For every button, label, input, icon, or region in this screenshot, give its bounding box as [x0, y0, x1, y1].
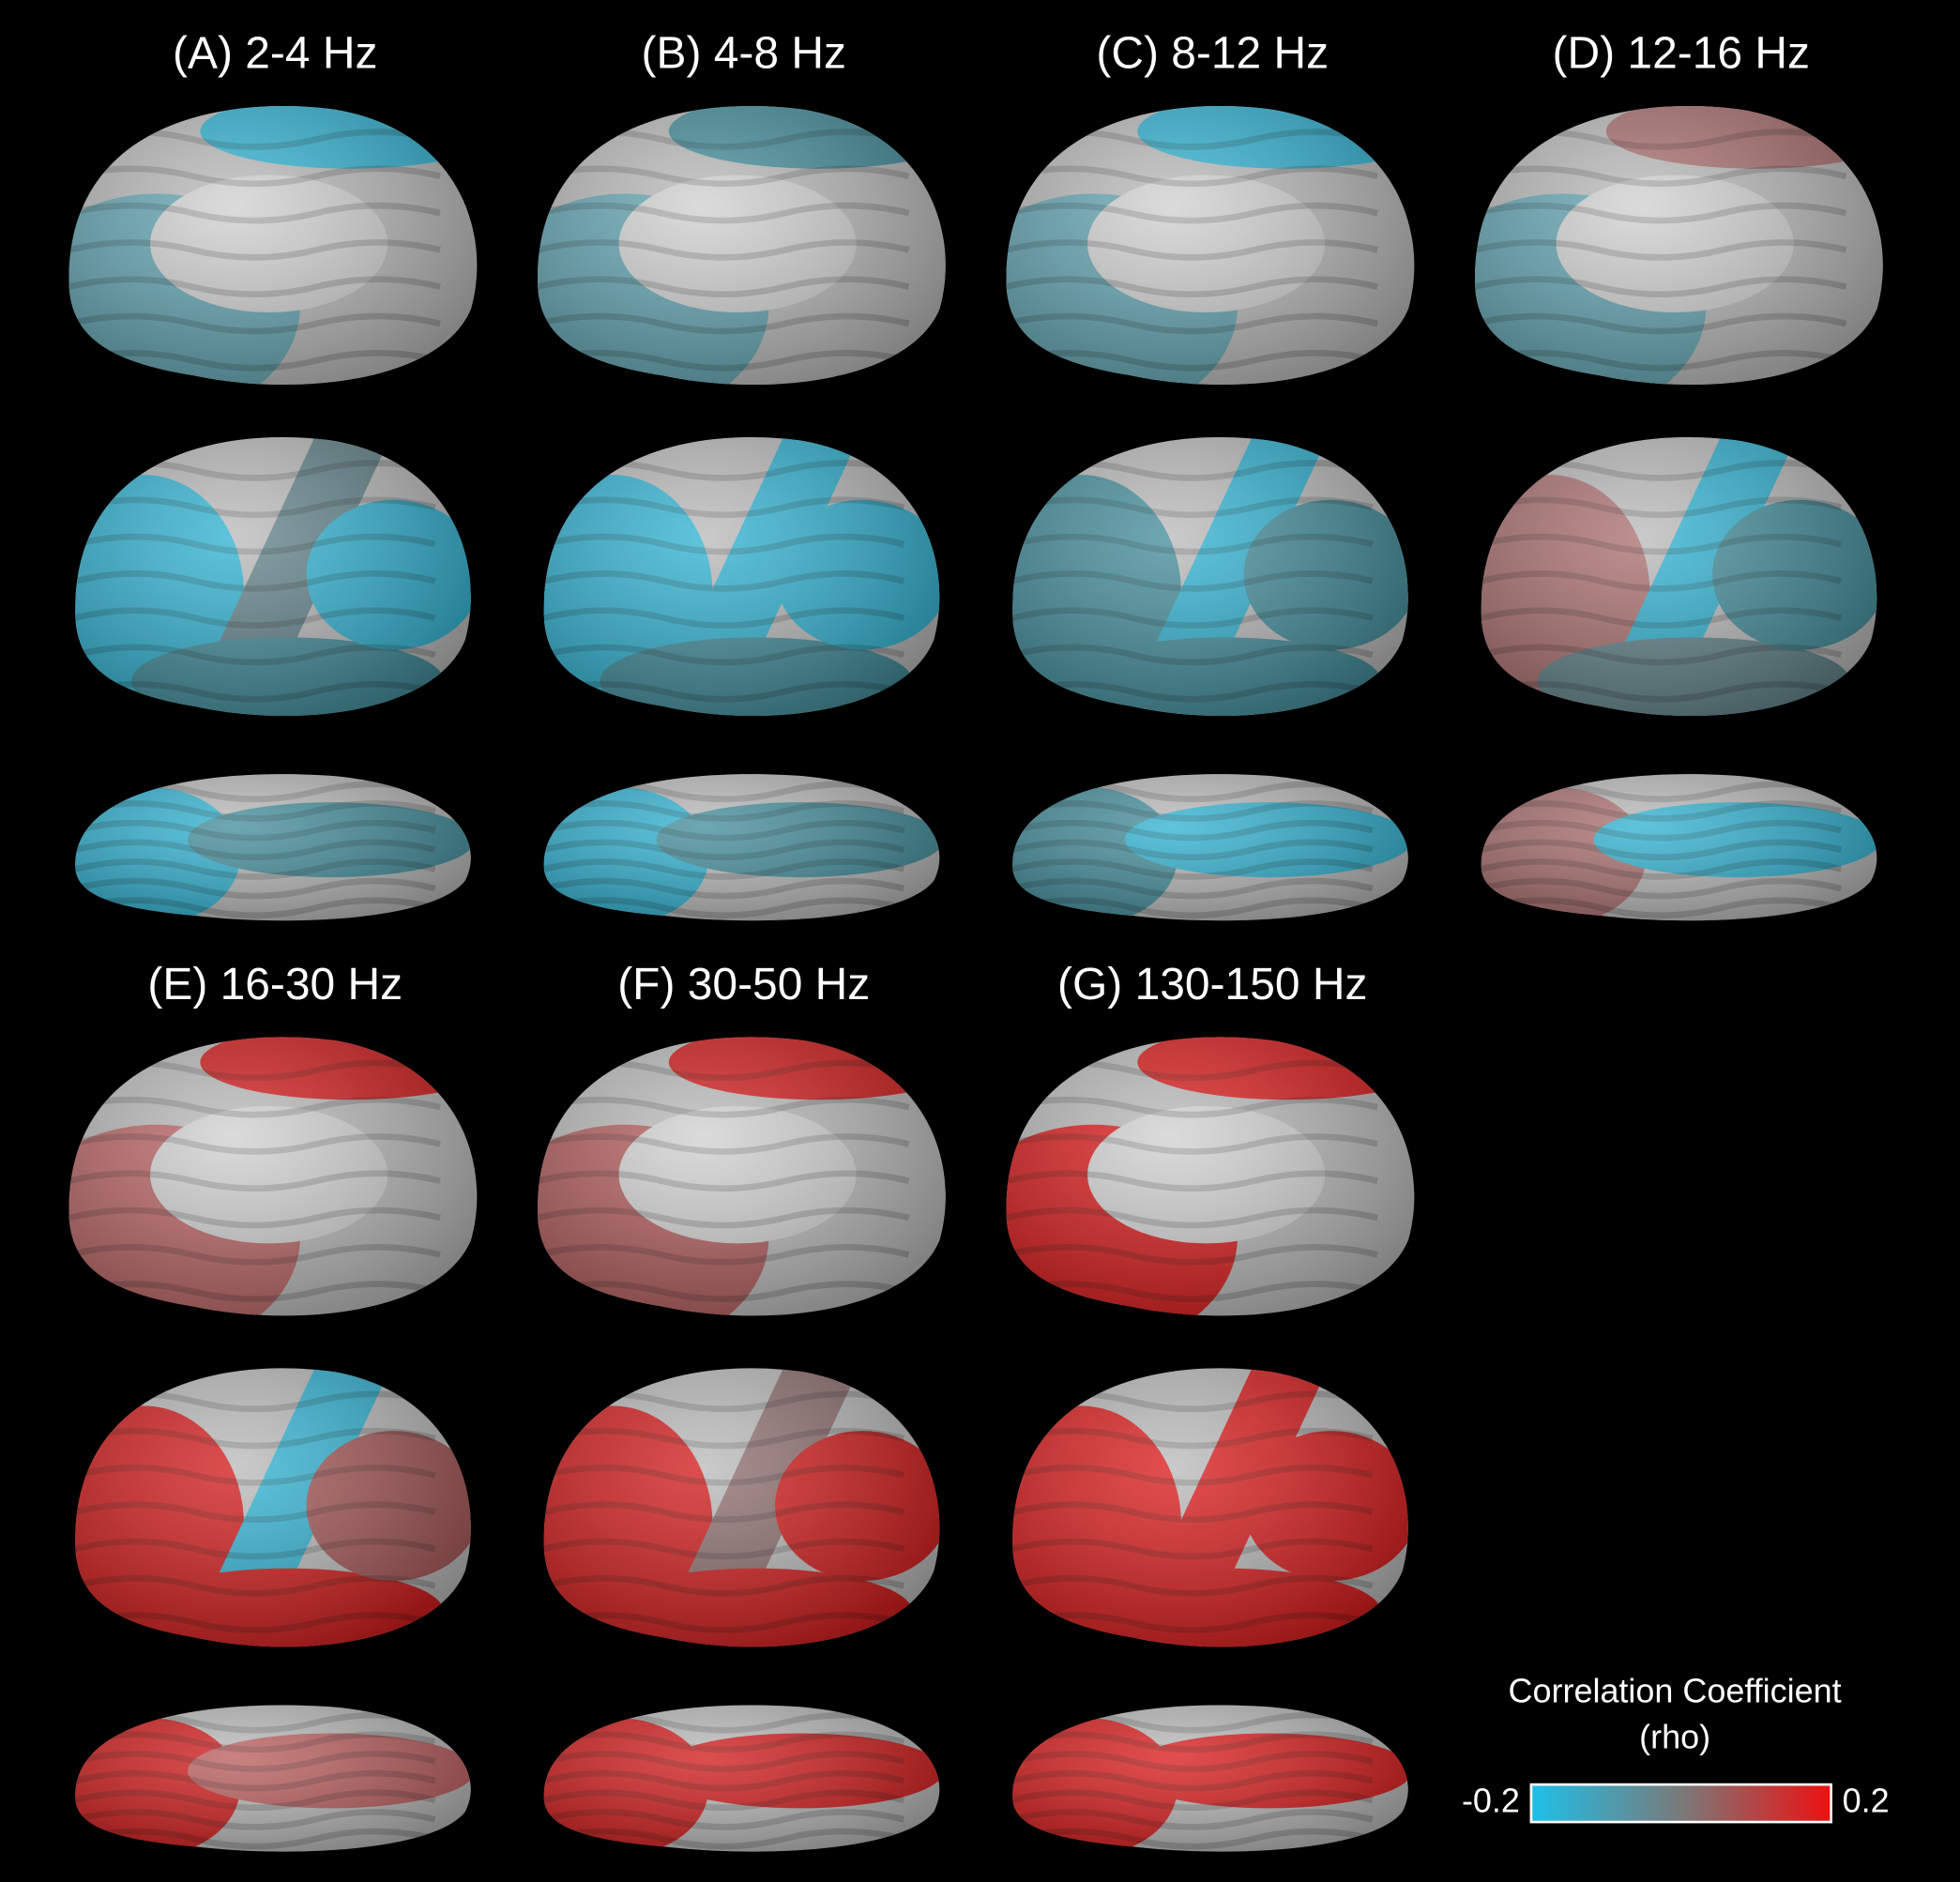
shading: [1006, 106, 1415, 386]
panel-title: (G) 130-150 Hz: [1057, 960, 1367, 1009]
panel: (D) 12-16 Hz: [1474, 29, 1883, 921]
ventral-view: [1012, 1705, 1408, 1852]
ventral-view: [1012, 774, 1408, 921]
lateral-view: [1012, 436, 1408, 717]
colorbar-min: -0.2: [1462, 1782, 1520, 1820]
panel-title: (C) 8-12 Hz: [1096, 29, 1329, 79]
panel: (B) 4-8 Hz: [537, 29, 946, 921]
shading: [1481, 774, 1877, 921]
medial-view: [1006, 1037, 1415, 1316]
ventral-view: [75, 774, 471, 921]
lateral-view: [543, 436, 940, 717]
colorbar-gradient: [1529, 1783, 1832, 1824]
lateral-view: [1012, 1368, 1408, 1647]
shading: [75, 774, 471, 921]
medial-view: [1006, 106, 1415, 386]
shading: [1474, 106, 1883, 386]
shading: [543, 774, 940, 921]
colorbar-subtitle: (rho): [1639, 1718, 1710, 1756]
ventral-view: [543, 774, 940, 921]
shading: [1012, 1705, 1408, 1852]
panel-title: (B) 4-8 Hz: [642, 29, 846, 79]
panel: (G) 130-150 Hz: [1006, 960, 1415, 1852]
panel-title: (D) 12-16 Hz: [1553, 29, 1810, 79]
panel-title: (A) 2-4 Hz: [173, 29, 377, 79]
shading: [1006, 1037, 1415, 1316]
lateral-view: [543, 1368, 940, 1647]
shading: [1012, 774, 1408, 921]
colorbar-max: 0.2: [1843, 1782, 1890, 1820]
shading: [75, 1368, 471, 1647]
panel-title: (E) 16-30 Hz: [147, 960, 403, 1009]
shading: [543, 436, 940, 717]
ventral-view: [543, 1705, 940, 1852]
panel: (F) 30-50 Hz: [537, 960, 946, 1852]
shading: [75, 436, 471, 717]
panel: (A) 2-4 Hz: [68, 29, 478, 921]
ventral-view: [1481, 774, 1877, 921]
lateral-view: [1481, 436, 1877, 717]
lateral-view: [75, 1368, 471, 1647]
shading: [75, 1705, 471, 1852]
shading: [537, 1037, 946, 1316]
shading: [543, 1705, 940, 1852]
panel: (C) 8-12 Hz: [1006, 29, 1415, 921]
shading: [68, 1037, 478, 1316]
shading: [537, 106, 946, 386]
ventral-view: [75, 1705, 471, 1852]
colorbar: Correlation Coefficient (rho) -0.2 0.2: [1462, 1671, 1890, 1824]
shading: [1481, 436, 1877, 717]
shading: [543, 1368, 940, 1647]
shading: [68, 106, 478, 386]
lateral-view: [75, 436, 471, 717]
shading: [1012, 436, 1408, 717]
panel-title: (F) 30-50 Hz: [617, 960, 870, 1009]
shading: [1012, 1368, 1408, 1647]
colorbar-title: Correlation Coefficient: [1509, 1671, 1842, 1709]
